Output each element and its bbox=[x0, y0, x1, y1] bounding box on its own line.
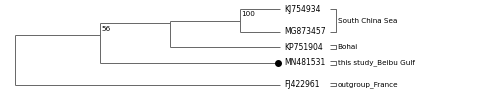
Text: Bohai: Bohai bbox=[338, 44, 358, 50]
Text: MG873457: MG873457 bbox=[284, 27, 326, 36]
Text: KJ754934: KJ754934 bbox=[284, 5, 321, 14]
Text: 100: 100 bbox=[241, 11, 255, 17]
Text: South China Sea: South China Sea bbox=[338, 18, 397, 24]
Text: 56: 56 bbox=[101, 26, 110, 32]
Text: MN481531: MN481531 bbox=[284, 58, 325, 67]
Text: outgroup_France: outgroup_France bbox=[338, 81, 398, 88]
Text: this study_Beibu Gulf: this study_Beibu Gulf bbox=[338, 60, 414, 66]
Text: KP751904: KP751904 bbox=[284, 42, 323, 52]
Text: FJ422961: FJ422961 bbox=[284, 80, 320, 89]
